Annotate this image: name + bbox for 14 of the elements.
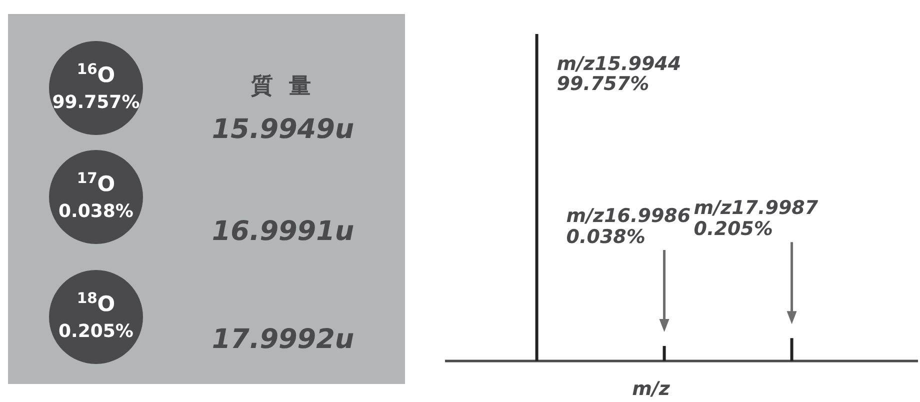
category-label: $^{18}$O	[76, 290, 116, 316]
text: 質 量	[250, 73, 315, 99]
annotation: m/z17.9987 0.205%	[694, 197, 819, 240]
text: 15.9949u	[212, 114, 354, 145]
annotation: m/z16.9986 0.038%	[566, 204, 691, 248]
text: 16.9991u	[212, 216, 354, 247]
category-label: $^{17}$O	[76, 170, 116, 196]
text: 0.205%	[58, 321, 134, 342]
text: 0.038%	[58, 201, 134, 222]
annotation: m/z15.9944 99.757%	[556, 53, 682, 95]
text: 99.757%	[52, 92, 140, 113]
x-axis-title: m/z	[632, 378, 671, 400]
category-label: $^{16}$O	[76, 60, 116, 87]
text: 17.9992u	[212, 324, 354, 355]
